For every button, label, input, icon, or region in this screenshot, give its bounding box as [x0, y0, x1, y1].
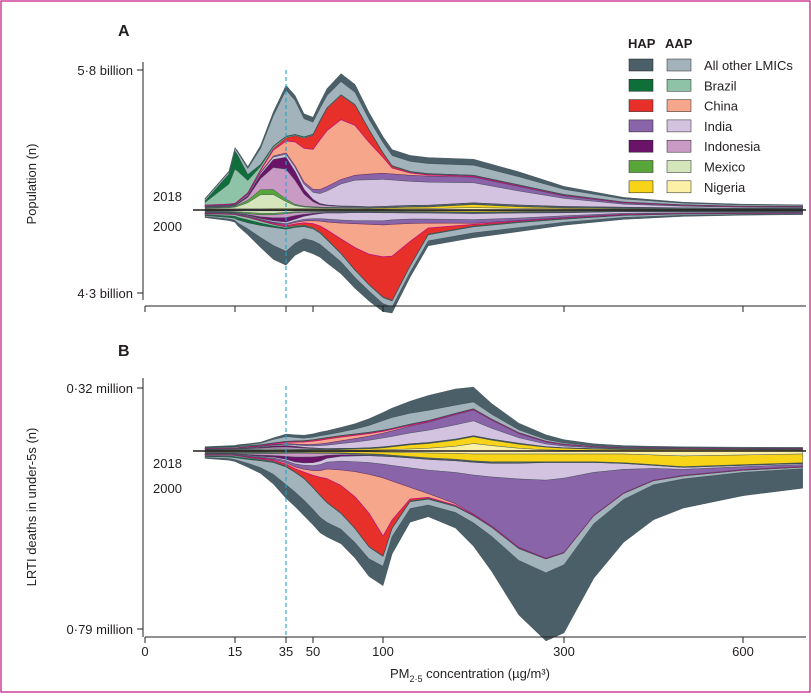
x-tick-label-0: 0 [141, 644, 148, 659]
label-2018: 2018 [153, 189, 182, 204]
panels: 5·8 billion 4·3 billion A Population (n) 201… [24, 23, 806, 642]
label-2018: 2018 [153, 456, 182, 471]
legend-swatch-hap-all-other-lmics [628, 58, 654, 72]
panel-letter: A [118, 23, 130, 40]
x-axis-label: PM2·5 concentration (µg/m³) [390, 666, 550, 684]
legend-swatch-hap-nigeria [628, 180, 654, 194]
legend-swatch-aap-nigeria [666, 180, 692, 194]
legend-header-aap: AAP [665, 36, 693, 51]
y-tick-label-bottom: 4·3 billion [77, 286, 133, 301]
legend-label-nigeria: Nigeria [704, 180, 746, 195]
x-tick-label-100: 100 [372, 644, 394, 659]
x-axis-label-subscript: 2·5 [410, 674, 423, 684]
legend-label-china: China [704, 99, 739, 114]
y-tick-label-top: 5·8 billion [77, 63, 133, 78]
legend-swatch-hap-mexico [628, 160, 654, 173]
legend-swatch-hap-indonesia [628, 139, 654, 153]
legend-label-all-other-lmics: All other LMICs [704, 58, 793, 73]
y-tick-label-top: 0·32 million [67, 381, 133, 396]
legend-swatch-aap-brazil [666, 79, 692, 92]
legend-label-india: India [704, 119, 733, 134]
legend-swatch-hap-india [628, 119, 654, 133]
x-tick-label-600: 600 [732, 644, 754, 659]
legend-swatch-aap-all-other-lmics [666, 58, 692, 72]
legend-swatch-hap-brazil [628, 79, 654, 92]
legend-swatch-hap-china [628, 99, 654, 112]
x-tick-label-35: 35 [279, 644, 293, 659]
legend-header-hap: HAP [628, 36, 656, 51]
panel-letter: B [118, 343, 130, 360]
y-axis-label: LRTI deaths in under-5s (n) [24, 428, 39, 587]
x-axis: 0 15 35 50 100 300 600 PM2·5 concentration (µg/… [141, 305, 806, 684]
legend-label-mexico: Mexico [704, 160, 745, 175]
x-axis-label-suffix: concentration (µg/m³) [423, 666, 550, 681]
panel-a: 5·8 billion 4·3 billion A Population (n) 201… [24, 23, 806, 314]
legend-swatch-aap-mexico [666, 160, 692, 173]
x-tick-label-50: 50 [306, 644, 320, 659]
panel-b: 0·32 million 0·79 million B LRTI deaths in … [24, 343, 806, 642]
label-2000: 2000 [153, 481, 182, 496]
legend-swatch-aap-india [666, 119, 692, 133]
y-axis-label: Population (n) [24, 144, 39, 225]
y-tick-label-bottom: 0·79 million [67, 622, 133, 637]
legend-label-brazil: Brazil [704, 78, 737, 93]
label-2000: 2000 [153, 219, 182, 234]
legend-label-indonesia: Indonesia [704, 139, 761, 154]
x-tick-label-15: 15 [228, 644, 242, 659]
legend: HAP AAP All other LMICs Brazil China India Ind… [628, 36, 793, 195]
legend-swatch-aap-indonesia [666, 139, 692, 153]
legend-swatch-aap-china [666, 99, 692, 112]
x-tick-label-300: 300 [553, 644, 575, 659]
x-axis-label-prefix: PM [390, 666, 410, 681]
